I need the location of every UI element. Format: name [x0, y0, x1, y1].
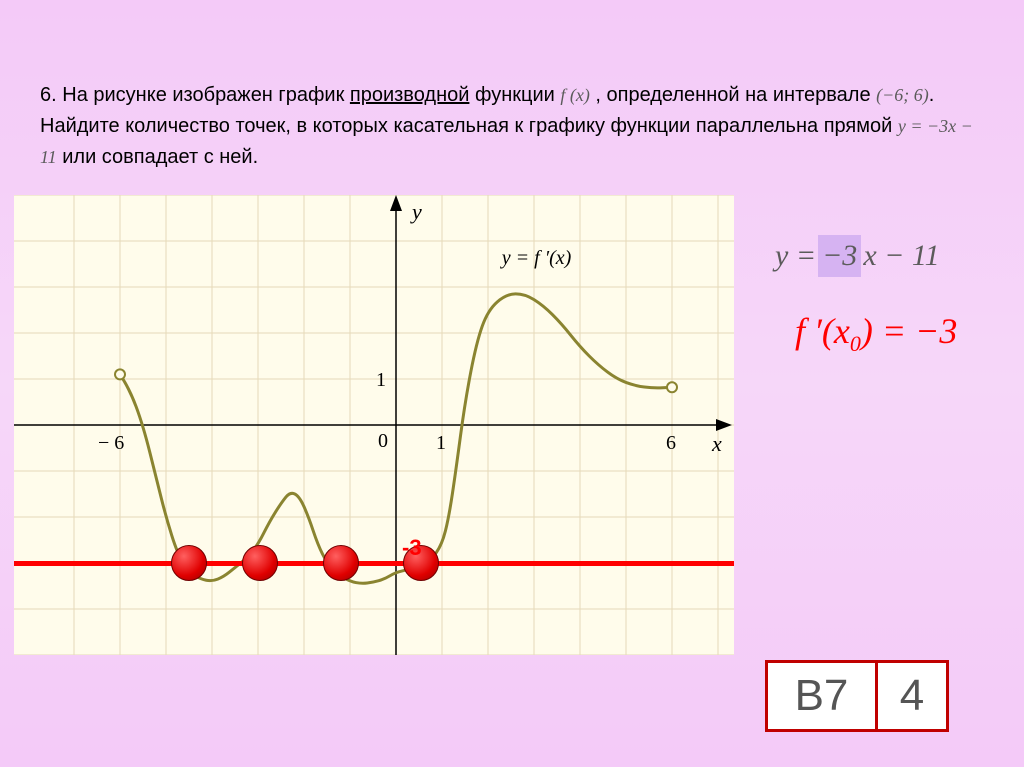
- svg-text:1: 1: [376, 369, 386, 391]
- side-equation-line: y = −3 x − 11: [775, 235, 940, 277]
- intersection-dot: [171, 545, 207, 581]
- answer-task: B7: [765, 660, 875, 732]
- svg-text:6: 6: [666, 432, 676, 454]
- svg-text:1: 1: [436, 432, 446, 454]
- svg-text:y: y: [410, 199, 422, 224]
- horizontal-line-minus3: [14, 561, 734, 566]
- svg-text:x: x: [711, 431, 722, 456]
- chart-svg: 0 − 6 1 6 1 x y y = f ′(x): [14, 195, 734, 655]
- intersection-dot: [323, 545, 359, 581]
- problem-statement: 6. На рисунке изображен график производн…: [40, 80, 984, 173]
- svg-text:0: 0: [378, 430, 388, 452]
- highlight-slope: −3: [818, 235, 861, 277]
- answer-box: B7 4: [765, 660, 949, 732]
- chart-container: 0 − 6 1 6 1 x y y = f ′(x) -3: [14, 195, 734, 655]
- underlined-word: производной: [350, 84, 470, 106]
- fx-inline: f (x): [560, 85, 589, 105]
- interval-inline: (−6; 6): [876, 85, 929, 105]
- svg-text:− 6: − 6: [98, 432, 124, 454]
- problem-number: 6.: [40, 84, 57, 106]
- minus3-label: -3: [402, 535, 422, 561]
- answer-value: 4: [875, 660, 949, 732]
- side-equation-derivative: f ′(x0) = −3: [795, 310, 957, 357]
- svg-text:y = f ′(x): y = f ′(x): [500, 247, 572, 269]
